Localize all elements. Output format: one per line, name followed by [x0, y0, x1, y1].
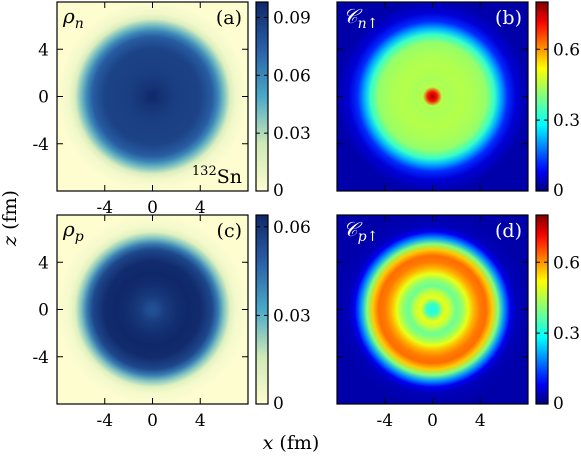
panel-b: 𝒞n↑ (b)0.60.30: [336, 1, 580, 201]
y-tick-label: 4: [38, 40, 49, 60]
colorbar-c: 0.06 0.03 0: [255, 214, 311, 414]
y-tick-label: 0: [38, 301, 49, 321]
y-tick-label: 0: [38, 88, 49, 108]
colorbar-b: 0.6 0.3 0: [535, 1, 580, 201]
x-tick-label: 0: [147, 411, 158, 431]
x-axis-title: x (fm): [263, 432, 320, 454]
x-tick-label: -4: [96, 411, 113, 431]
x-tick-label: -4: [376, 411, 393, 431]
y-tick-label: -4: [32, 348, 49, 368]
panel-symbol: ρn: [62, 4, 84, 32]
panel-label: (b): [495, 7, 522, 29]
x-tick-label: -4: [96, 198, 113, 218]
colorbar-tick-label: 0: [553, 394, 564, 414]
heatmap-field: [337, 215, 528, 404]
colorbar-tick-label: 0.6: [553, 40, 580, 60]
y-tick-label: 4: [38, 253, 49, 273]
x-tick-label: 4: [195, 411, 206, 431]
x-tick-label: 0: [427, 411, 438, 431]
colorbar-tick-label: 0: [553, 181, 564, 201]
panel-c: -4 0 4 4 0 -4 ρp (c) 0.06 0.03 0: [32, 214, 311, 431]
panel-d: -4 0 4𝒞p↑ (d)0.60.30: [336, 214, 580, 431]
colorbar-tick-label: 0.03: [273, 306, 311, 326]
heatmap-b: [337, 2, 528, 191]
colorbar-tick-label: 0.06: [273, 218, 311, 238]
colorbar-tick-label: 0.06: [273, 66, 311, 86]
heatmap-field: [57, 2, 248, 191]
panel-a: -4 0 4 4 0 -4 ρn (a) 132Sn 0.09 0.06 0.03 0: [32, 1, 311, 218]
colorbar-tick-label: 0: [273, 181, 284, 201]
colorbar-scale: [535, 1, 549, 192]
panel-symbol: ρp: [62, 217, 84, 245]
panel-label: (a): [216, 7, 242, 29]
y-axis-title: z (fm): [0, 190, 21, 247]
x-tick-label: 4: [475, 411, 486, 431]
colorbar-tick-label: 0.03: [273, 124, 311, 144]
heatmap-a: [57, 2, 248, 191]
colorbar-a: 0.09 0.06 0.03 0: [255, 1, 311, 201]
colorbar-tick-label: 0: [273, 394, 284, 414]
heatmap-d: [337, 215, 528, 404]
colorbar-scale: [535, 214, 549, 405]
colorbar-tick-label: 0.09: [273, 8, 311, 28]
heatmap-field: [337, 2, 528, 191]
colorbar-tick-label: 0.3: [553, 324, 580, 344]
colorbar-d: 0.6 0.3 0: [535, 214, 580, 414]
nucleus-annotation: 132Sn: [192, 164, 242, 188]
x-tick-label: 4: [195, 198, 206, 218]
colorbar-scale: [255, 214, 269, 405]
colorbar-tick-label: 0.6: [553, 253, 580, 273]
y-tick-label: -4: [32, 135, 49, 155]
x-tick-label: 0: [147, 198, 158, 218]
heatmap-c: [57, 215, 248, 404]
colorbar-scale: [255, 1, 269, 192]
heatmap-field: [57, 215, 248, 404]
panel-label: (c): [217, 220, 242, 242]
panel-label: (d): [495, 220, 522, 242]
colorbar-tick-label: 0.3: [553, 111, 580, 131]
